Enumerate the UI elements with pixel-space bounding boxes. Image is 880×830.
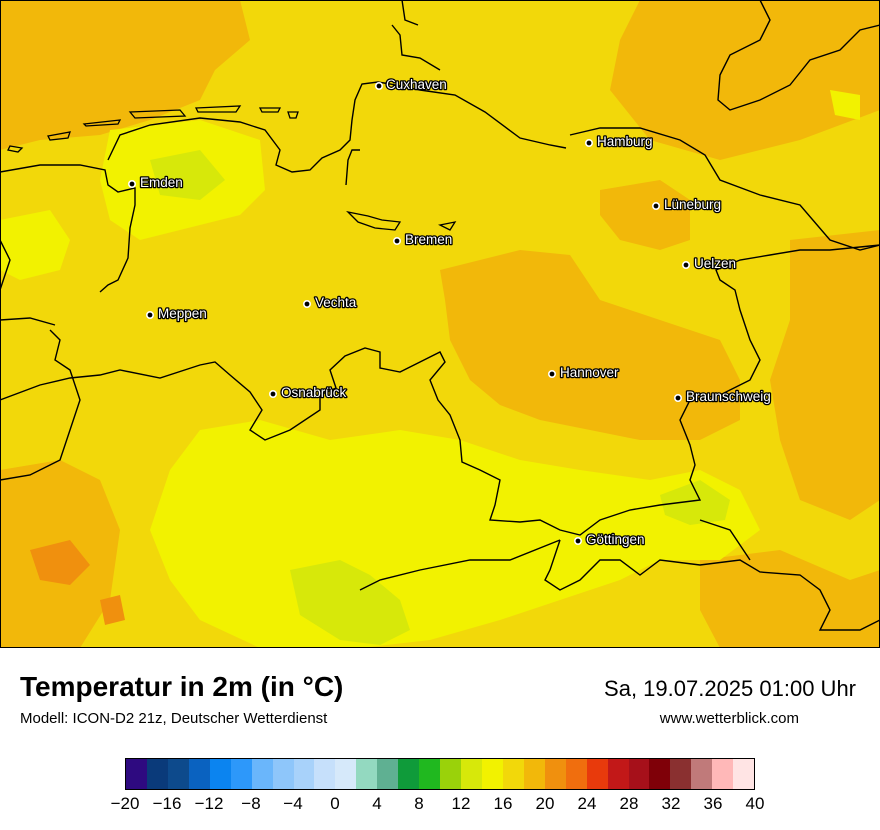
temperature-zones-hot <box>30 540 125 625</box>
colorbar-segment <box>691 759 713 789</box>
city-label: Vechta <box>315 295 357 310</box>
colorbar-segment <box>188 759 210 789</box>
temperature-colorbar <box>125 758 755 790</box>
colorbar-segment <box>398 759 420 789</box>
city-label: Hamburg <box>597 134 653 149</box>
colorbar-tick-label: 4 <box>372 794 382 813</box>
colorbar-segment <box>293 759 315 789</box>
colorbar-tick-label: −16 <box>152 794 182 813</box>
colorbar-segment <box>314 759 336 789</box>
colorbar-segment <box>126 759 147 789</box>
colorbar-tick-label: 8 <box>414 794 424 813</box>
colorbar-segment <box>335 759 357 789</box>
temperature-map: Cuxhaven Hamburg Emden Lüneburg Bremen U… <box>0 0 880 648</box>
city-uelzen[interactable]: Uelzen <box>681 255 737 272</box>
city-meppen[interactable]: Meppen <box>146 305 208 322</box>
colorbar-segment <box>733 759 755 789</box>
city-label: Braunschweig <box>686 389 771 404</box>
website-link[interactable]: www.wetterblick.com <box>659 710 799 727</box>
city-label: Emden <box>140 175 183 190</box>
city-label: Bremen <box>405 232 452 247</box>
city-vechta[interactable]: Vechta <box>302 294 358 311</box>
forecast-datetime: Sa, 19.07.2025 01:00 Uhr <box>604 676 856 701</box>
colorbar-ticks: −20 −16 −12 −8 −4 0 4 8 12 16 20 24 28 32 36 40 <box>111 794 765 824</box>
colorbar-segment <box>251 759 273 789</box>
colorbar-tick-label: 28 <box>619 794 639 813</box>
colorbar-segment <box>356 759 378 789</box>
city-label: Cuxhaven <box>386 77 447 92</box>
colorbar-tick-label: 20 <box>535 794 555 813</box>
colorbar-segment <box>440 759 461 789</box>
city-hamburg[interactable]: Hamburg <box>584 133 654 150</box>
city-lueneburg[interactable]: Lüneburg <box>651 196 722 213</box>
colorbar-segment <box>502 759 524 789</box>
city-label: Uelzen <box>694 256 736 271</box>
city-label: Hannover <box>560 365 619 380</box>
colorbar-segment <box>377 759 399 789</box>
colorbar-tick-label: 24 <box>577 794 597 813</box>
city-label: Meppen <box>158 306 207 321</box>
colorbar-tick-label: 16 <box>493 794 513 813</box>
colorbar-segment <box>523 759 545 789</box>
colorbar-segment <box>649 759 671 789</box>
city-label: Lüneburg <box>664 197 721 212</box>
coastlines-and-borders <box>0 0 880 631</box>
colorbar-tick-label: 32 <box>661 794 681 813</box>
colorbar-segment <box>272 759 294 789</box>
city-hannover[interactable]: Hannover <box>547 364 620 381</box>
city-bremen[interactable]: Bremen <box>392 231 454 248</box>
colorbar-tick-label: −12 <box>194 794 224 813</box>
city-osnabrueck[interactable]: Osnabrück <box>268 384 348 401</box>
colorbar-segment <box>607 759 629 789</box>
colorbar-segment <box>419 759 441 789</box>
city-markers: Cuxhaven Hamburg Emden Lüneburg Bremen U… <box>128 76 772 548</box>
city-label: Göttingen <box>586 532 645 547</box>
colorbar-segment <box>586 759 608 789</box>
city-emden[interactable]: Emden <box>128 174 184 191</box>
city-cuxhaven[interactable]: Cuxhaven <box>374 76 448 93</box>
colorbar-segment <box>146 759 168 789</box>
temperature-zones-cooler <box>150 150 730 645</box>
colorbar-tick-label: −20 <box>110 794 140 813</box>
colorbar-segment <box>670 759 692 789</box>
colorbar-segment <box>481 759 503 789</box>
colorbar-segment <box>167 759 189 789</box>
colorbar-segment <box>544 759 566 789</box>
colorbar-segment <box>209 759 231 789</box>
city-goettingen[interactable]: Göttingen <box>573 531 646 548</box>
temperature-zones-warm <box>0 0 880 648</box>
colorbar-segment <box>230 759 252 789</box>
map-title: Temperatur in 2m (in °C) <box>20 671 344 702</box>
colorbar-tick-label: 40 <box>745 794 765 813</box>
city-label: Osnabrück <box>281 385 347 400</box>
colorbar-segment <box>461 759 482 789</box>
colorbar-segment <box>628 759 650 789</box>
colorbar-tick-label: 0 <box>330 794 340 813</box>
colorbar-segment <box>565 759 587 789</box>
islands <box>7 105 457 231</box>
colorbar-tick-label: 12 <box>451 794 471 813</box>
colorbar-segment <box>712 759 734 789</box>
model-subtitle: Modell: ICON-D2 21z, Deutscher Wetterdie… <box>20 710 328 727</box>
colorbar-tick-label: −8 <box>241 794 261 813</box>
colorbar-tick-label: 36 <box>703 794 723 813</box>
colorbar-tick-label: −4 <box>283 794 303 813</box>
city-braunschweig[interactable]: Braunschweig <box>673 388 772 405</box>
